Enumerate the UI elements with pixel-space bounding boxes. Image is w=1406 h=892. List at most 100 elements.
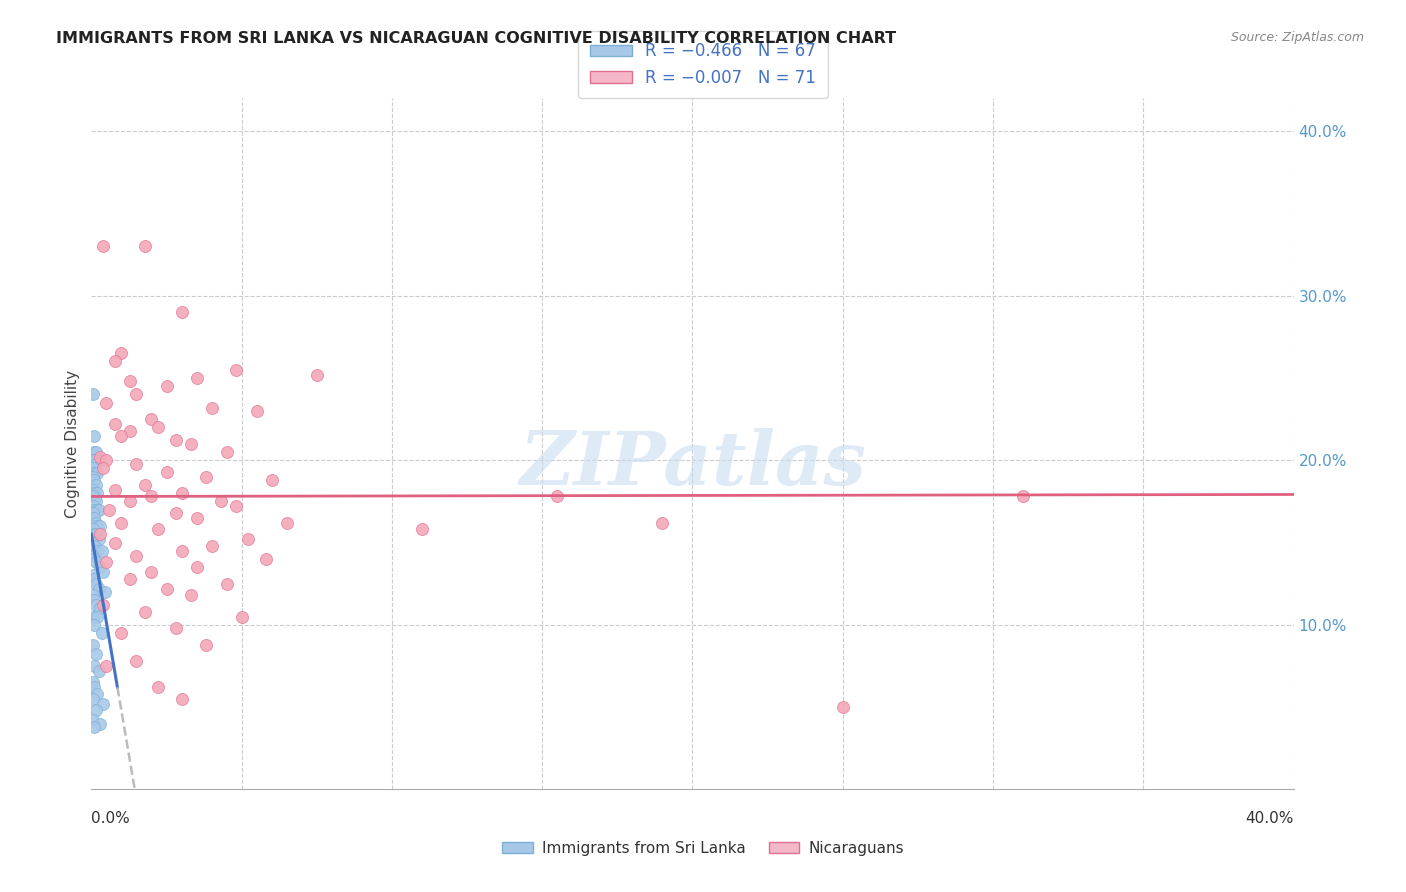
Point — [86, 502, 108, 516]
Point — [82, 500, 104, 514]
Point — [305, 368, 328, 382]
Point — [82, 692, 104, 706]
Point — [96, 555, 118, 569]
Point — [82, 568, 104, 582]
Point — [831, 700, 853, 714]
Point — [83, 511, 105, 525]
Point — [209, 494, 232, 508]
Text: 40.0%: 40.0% — [1246, 812, 1294, 826]
Point — [180, 588, 202, 602]
Point — [201, 539, 224, 553]
Point — [89, 601, 111, 615]
Point — [86, 467, 108, 481]
Point — [93, 565, 115, 579]
Point — [82, 453, 104, 467]
Point — [83, 681, 105, 695]
Point — [83, 552, 105, 566]
Point — [86, 543, 108, 558]
Point — [87, 582, 110, 596]
Point — [96, 395, 118, 409]
Point — [125, 387, 148, 401]
Point — [170, 543, 193, 558]
Point — [260, 473, 283, 487]
Point — [141, 490, 163, 504]
Point — [83, 617, 105, 632]
Point — [231, 609, 253, 624]
Point — [110, 626, 132, 640]
Point — [96, 453, 118, 467]
Point — [82, 535, 104, 549]
Point — [170, 486, 193, 500]
Point — [186, 371, 208, 385]
Point — [82, 675, 104, 690]
Point — [84, 576, 107, 591]
Point — [82, 490, 104, 504]
Point — [170, 305, 193, 319]
Point — [96, 659, 118, 673]
Point — [89, 527, 111, 541]
Point — [236, 533, 259, 547]
Point — [84, 478, 107, 492]
Point — [89, 450, 111, 464]
Point — [86, 687, 108, 701]
Point — [254, 552, 277, 566]
Point — [170, 692, 193, 706]
Point — [84, 494, 107, 508]
Point — [82, 483, 104, 497]
Point — [120, 572, 142, 586]
Point — [104, 417, 127, 431]
Point — [89, 519, 111, 533]
Point — [82, 506, 104, 520]
Point — [94, 585, 117, 599]
Point — [411, 522, 433, 536]
Point — [83, 572, 105, 586]
Y-axis label: Cognitive Disability: Cognitive Disability — [65, 369, 80, 518]
Point — [84, 703, 107, 717]
Point — [83, 527, 105, 541]
Point — [141, 412, 163, 426]
Point — [82, 714, 104, 728]
Point — [194, 469, 217, 483]
Point — [110, 346, 132, 360]
Point — [82, 638, 104, 652]
Point — [110, 428, 132, 442]
Point — [120, 374, 142, 388]
Point — [83, 428, 105, 442]
Point — [84, 457, 107, 471]
Point — [90, 543, 112, 558]
Point — [120, 424, 142, 438]
Point — [155, 582, 177, 596]
Point — [546, 490, 568, 504]
Point — [134, 605, 156, 619]
Point — [186, 511, 208, 525]
Point — [93, 697, 115, 711]
Point — [125, 457, 148, 471]
Point — [194, 638, 217, 652]
Point — [215, 445, 238, 459]
Point — [86, 519, 108, 533]
Point — [83, 720, 105, 734]
Point — [83, 473, 105, 487]
Point — [86, 486, 108, 500]
Point — [93, 461, 115, 475]
Point — [165, 506, 187, 520]
Point — [84, 598, 107, 612]
Point — [84, 527, 107, 541]
Point — [1012, 490, 1035, 504]
Point — [186, 560, 208, 574]
Point — [90, 626, 112, 640]
Point — [84, 648, 107, 662]
Point — [82, 387, 104, 401]
Point — [83, 593, 105, 607]
Point — [104, 354, 127, 368]
Text: IMMIGRANTS FROM SRI LANKA VS NICARAGUAN COGNITIVE DISABILITY CORRELATION CHART: IMMIGRANTS FROM SRI LANKA VS NICARAGUAN … — [56, 31, 897, 46]
Point — [104, 535, 127, 549]
Point — [87, 664, 110, 678]
Point — [225, 500, 247, 514]
Point — [83, 467, 105, 481]
Point — [87, 533, 110, 547]
Point — [165, 621, 187, 635]
Point — [82, 461, 104, 475]
Point — [83, 502, 105, 516]
Point — [110, 516, 132, 530]
